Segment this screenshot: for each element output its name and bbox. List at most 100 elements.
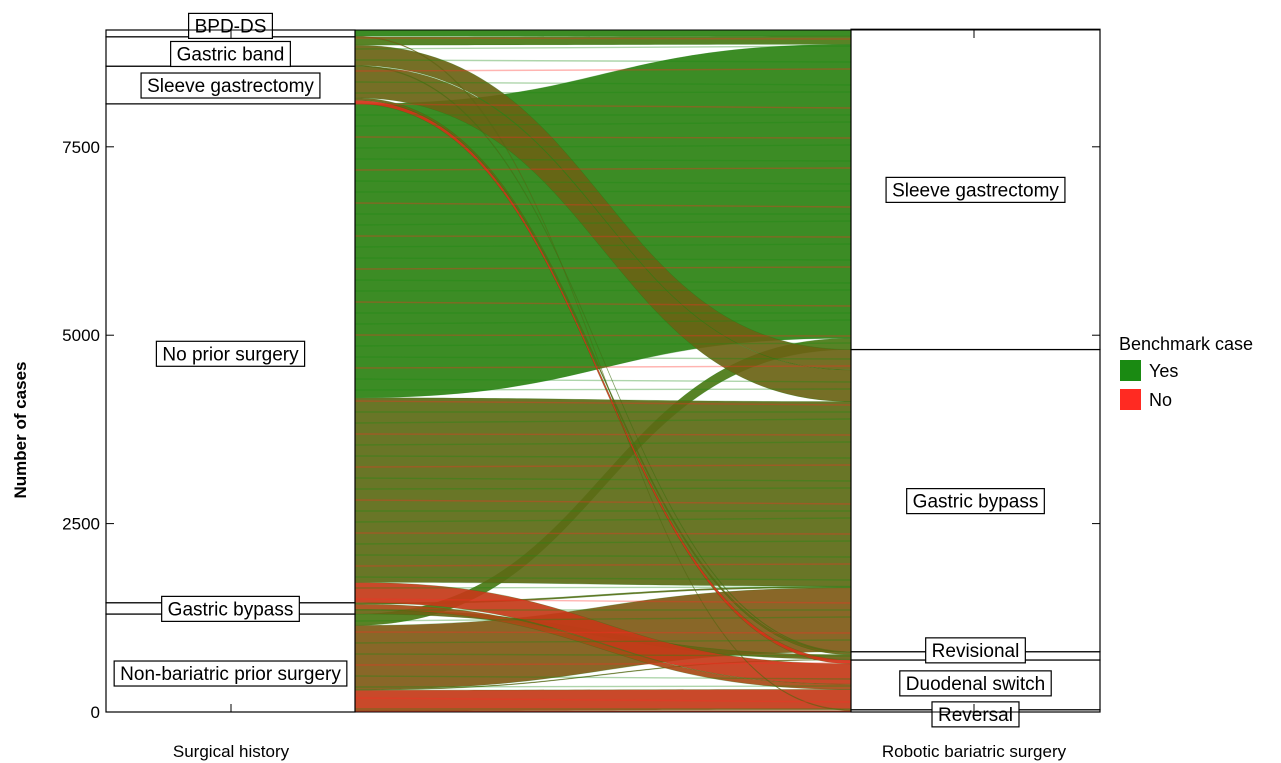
stripe-line: [354, 697, 852, 703]
right-label-box: [899, 670, 1052, 697]
stripe-line: [354, 586, 852, 589]
stripe-line: [354, 301, 852, 307]
right-label-text: Revisional: [932, 641, 1020, 662]
stripe-line: [354, 517, 852, 523]
left-label-box: [161, 595, 300, 622]
right-label-text: Gastric bypass: [913, 492, 1039, 513]
stripe-line: [354, 487, 852, 490]
right-label-box: [906, 488, 1045, 515]
stripe-line: [354, 675, 852, 680]
right-label-text: Reversal: [938, 705, 1013, 726]
flows-layer: [354, 29, 852, 713]
strata-layer: Non-bariatric prior surgery Gastric bypas…: [105, 12, 1101, 728]
stripe-line: [354, 356, 852, 360]
stripe-line: [354, 388, 852, 391]
stripe-line: [354, 190, 852, 193]
stripe-line: [354, 68, 852, 72]
left-label-box: [155, 340, 306, 367]
stripe-line: [354, 662, 852, 666]
stripe-line: [354, 563, 852, 567]
stripe-line: [354, 639, 852, 644]
right-label-revisional: Revisional: [925, 637, 1026, 664]
stripe-line: [354, 400, 852, 406]
right-label-box: [931, 701, 1020, 728]
right-label-box: [885, 176, 1066, 203]
stripe-line: [354, 144, 852, 149]
stripe-line: [354, 653, 852, 657]
stripe-line: [354, 235, 852, 238]
stripe-line: [354, 334, 852, 337]
flow-gastric-band-to-sleeve-gastrectomy: [354, 35, 852, 46]
legend: Benchmark case Yes No: [1119, 334, 1253, 410]
legend-title: Benchmark case: [1119, 334, 1253, 354]
stripe-line: [354, 37, 852, 40]
stripe-line: [354, 121, 852, 127]
stripe-line: [354, 59, 852, 63]
flow-striping: [354, 37, 852, 710]
stripe-line: [354, 576, 852, 581]
flow-no-prior-surgery-to-gastric-bypass: [354, 397, 852, 587]
x-category-left: Surgical history: [173, 742, 290, 761]
left-label-box: [140, 72, 321, 99]
stripe-line: [354, 45, 852, 50]
stripe-line: [354, 136, 852, 139]
left-label-text: BPD-DS: [195, 16, 267, 37]
y-tick-label: 5000: [62, 326, 100, 345]
legend-swatch-yes: [1120, 360, 1141, 381]
y-axis-title: Number of cases: [11, 362, 30, 499]
stripe-line: [354, 598, 852, 604]
flow-bpd-ds-to-sleeve-gastrectomy: [354, 29, 852, 37]
left-label-gastric-band: Gastric band: [170, 40, 291, 68]
legend-swatch-no: [1120, 389, 1141, 410]
stripe-line: [354, 243, 852, 248]
stripe-line: [354, 631, 852, 634]
y-tick-label: 2500: [62, 515, 100, 534]
stripe-line: [354, 158, 852, 162]
y-tick-label: 0: [91, 703, 100, 722]
right-label-reversal: Reversal: [931, 701, 1020, 728]
stripe-line: [354, 418, 852, 424]
stripe-line: [354, 365, 852, 369]
stripe-line: [354, 342, 852, 347]
stripe-line: [354, 279, 852, 284]
left-label-text: Sleeve gastrectomy: [147, 76, 314, 97]
stripe-line: [354, 464, 852, 468]
stripe-line: [354, 103, 852, 109]
stripe-line: [354, 91, 852, 94]
left-label-sleeve-gastrectomy: Sleeve gastrectomy: [140, 72, 321, 99]
y-axis: 0 2500 5000 7500: [62, 29, 1101, 722]
y-tick-label: 7500: [62, 138, 100, 157]
right-label-text: Duodenal switch: [906, 674, 1045, 695]
left-label-text: Non-bariatric prior surgery: [120, 664, 341, 685]
left-label-text: Gastric band: [177, 44, 285, 65]
stripe-line: [354, 685, 852, 688]
stripe-line: [354, 554, 852, 558]
stripe-line: [354, 455, 852, 459]
right-label-sleeve-gastrectomy: Sleeve gastrectomy: [885, 176, 1066, 203]
stripe-line: [354, 167, 852, 171]
stripe-line: [354, 81, 852, 86]
stripe-line: [354, 202, 852, 208]
stripe-line: [354, 616, 852, 622]
stripe-line: [354, 319, 852, 325]
right-label-duodenal-switch: Duodenal switch: [899, 670, 1052, 697]
left-label-box: [113, 660, 348, 687]
left-label-gastric-bypass: Gastric bypass: [161, 595, 300, 622]
stripe-line: [354, 289, 852, 292]
stripe-line: [354, 441, 852, 446]
stripe-line: [354, 266, 852, 270]
stripe-line: [354, 499, 852, 505]
left-label-non-bariatric-prior-surgery: Non-bariatric prior surgery: [113, 660, 348, 687]
stripe-line: [354, 257, 852, 261]
stripe-line: [354, 220, 852, 226]
stripe-line: [354, 540, 852, 545]
stripe-line: [354, 477, 852, 482]
left-label-text: Gastric bypass: [168, 599, 294, 620]
right-label-box: [925, 637, 1026, 664]
stripe-line: [354, 378, 852, 383]
legend-label-yes: Yes: [1149, 361, 1178, 381]
stripe-line: [354, 532, 852, 535]
right-label-gastric-bypass: Gastric bypass: [906, 488, 1045, 515]
stripe-line: [354, 180, 852, 185]
